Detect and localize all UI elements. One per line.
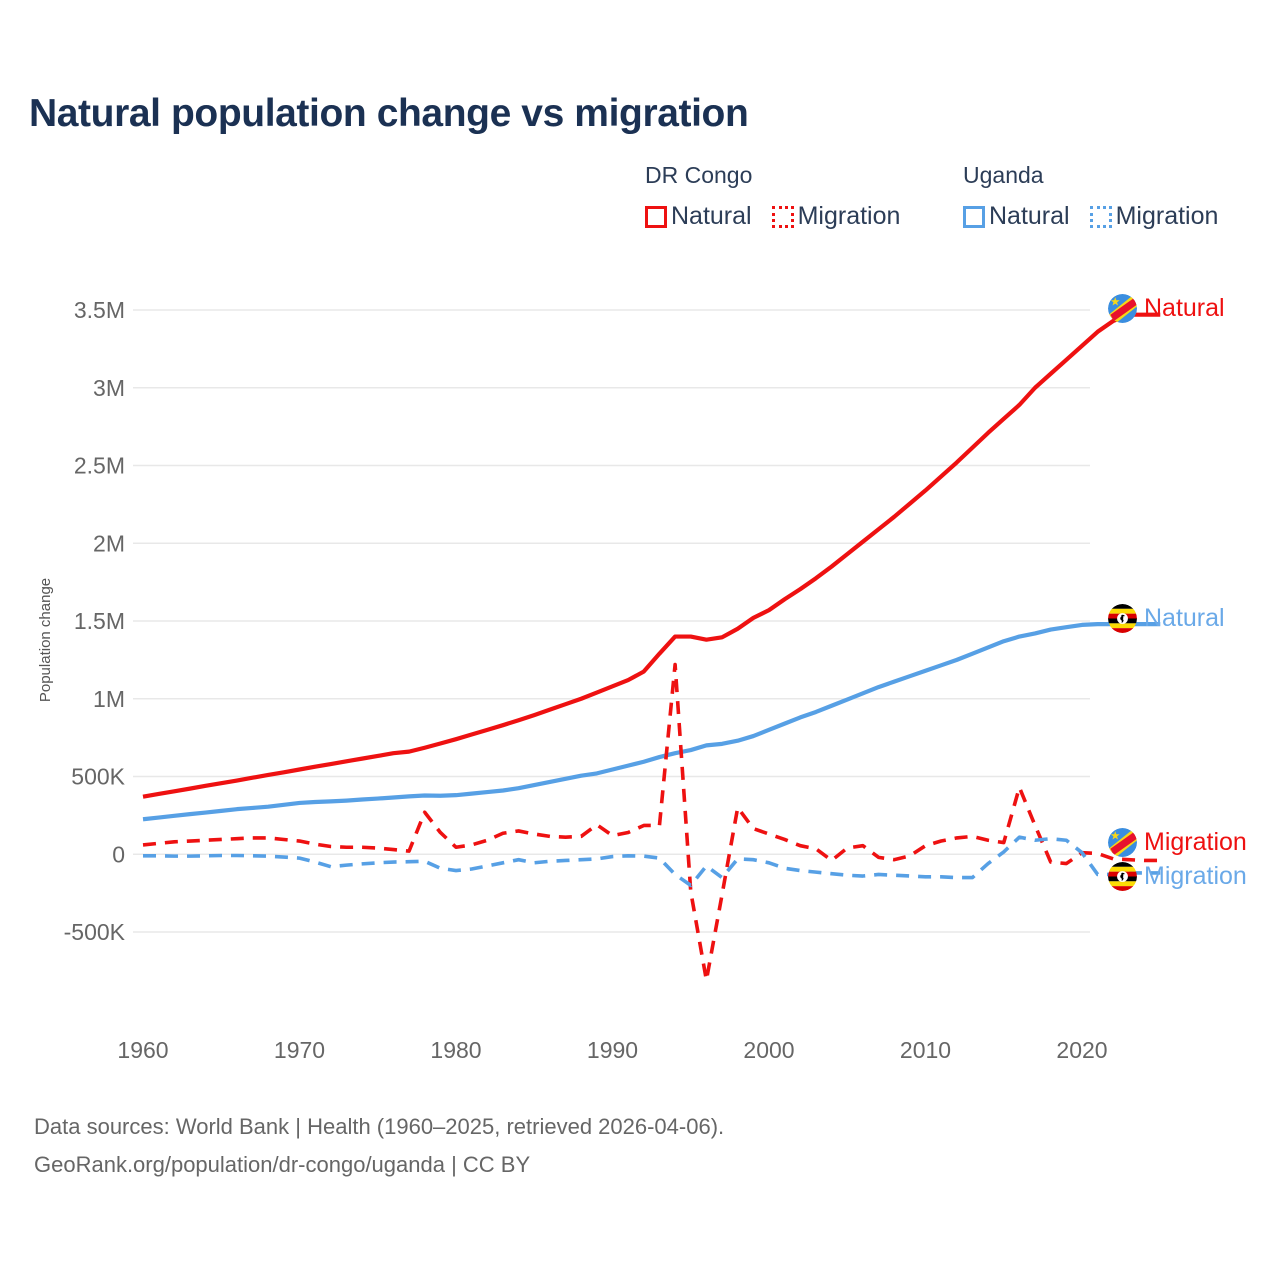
legend-label: Natural	[989, 202, 1070, 230]
gridlines	[133, 309, 1090, 933]
series-line	[142, 662, 1161, 983]
y-tick-label: 2M	[93, 530, 125, 556]
series-end-label-text: Natural	[1144, 604, 1225, 632]
uganda-flag-icon	[1108, 604, 1137, 633]
series-end-label: Natural	[1108, 604, 1225, 633]
legend-swatch-solid-icon	[963, 205, 985, 228]
series-end-label-text: Natural	[1144, 294, 1225, 322]
uganda-flag-icon	[1108, 862, 1137, 891]
legend-label: Natural	[671, 202, 752, 230]
legend-country-uganda: Uganda	[963, 162, 1044, 188]
legend-group-uganda: Uganda Natural Migration	[963, 160, 1218, 230]
legend-swatch-dotted-icon	[771, 205, 794, 228]
legend-label: Migration	[797, 202, 901, 230]
x-tick-label: 1990	[587, 1037, 638, 1063]
x-tick-label: 1970	[274, 1037, 325, 1063]
legend-country-dr-congo: DR Congo	[645, 162, 753, 188]
x-tick-label: 2000	[743, 1037, 794, 1063]
legend-item-dr-congo-migration[interactable]: Migration	[771, 202, 901, 231]
series-lines	[142, 312, 1161, 983]
series-end-label-text: Migration	[1144, 828, 1247, 856]
series-line	[142, 312, 1161, 799]
y-tick-label: 2.5M	[74, 453, 125, 479]
dr-congo-flag-icon	[1108, 294, 1137, 323]
legend-group-dr-congo: DR Congo Natural Migration	[645, 160, 900, 230]
legend-swatch-dotted-icon	[1089, 205, 1112, 228]
legend-item-uganda-migration[interactable]: Migration	[1089, 202, 1219, 231]
series-line	[143, 835, 1161, 888]
legend-swatch-solid-icon	[645, 205, 667, 228]
legend-row-dr-congo: Natural Migration	[645, 202, 920, 231]
legend-row-uganda: Natural Migration	[963, 202, 1238, 231]
footer-attribution: GeoRank.org/population/dr-congo/uganda |…	[34, 1152, 531, 1177]
y-tick-label: 1.5M	[74, 608, 125, 634]
x-tick-label: 2010	[900, 1037, 951, 1063]
series-end-label: Migration	[1108, 828, 1247, 857]
footer: Data sources: World Bank | Health (1960–…	[34, 1108, 724, 1184]
x-tick-label: 1980	[430, 1037, 481, 1063]
x-axis-tick-labels: 1960 1970 1980 1990 2000 2010 2020	[117, 1037, 1107, 1063]
page-title: Natural population change vs migration	[29, 92, 749, 135]
y-tick-label: 3.5M	[74, 297, 125, 323]
series-end-label: Natural	[1108, 294, 1225, 323]
y-tick-label: 3M	[93, 375, 125, 401]
series-end-label-text: Migration	[1144, 862, 1247, 890]
y-tick-label: 0	[112, 841, 125, 867]
y-axis-tick-labels: -500K 0 500K 1M 1.5M 2M 2.5M 3M 3.5M	[64, 297, 126, 945]
x-tick-label: 1960	[117, 1037, 168, 1063]
legend-item-uganda-natural[interactable]: Natural	[963, 202, 1070, 231]
dr-congo-flag-icon	[1108, 828, 1137, 857]
legend-label: Migration	[1115, 202, 1219, 230]
y-tick-label: 1M	[93, 686, 125, 712]
footer-data-sources: Data sources: World Bank | Health (1960–…	[34, 1114, 725, 1139]
chart-legend: DR Congo Natural Migration Uganda Natura…	[645, 160, 1265, 245]
y-tick-label: 500K	[71, 764, 125, 790]
x-tick-label: 2020	[1056, 1037, 1107, 1063]
legend-item-dr-congo-natural[interactable]: Natural	[645, 202, 752, 231]
y-tick-label: -500K	[64, 919, 126, 945]
y-axis-title: Population change	[37, 578, 54, 702]
series-line	[142, 622, 1161, 822]
series-end-label: Migration	[1108, 862, 1247, 891]
